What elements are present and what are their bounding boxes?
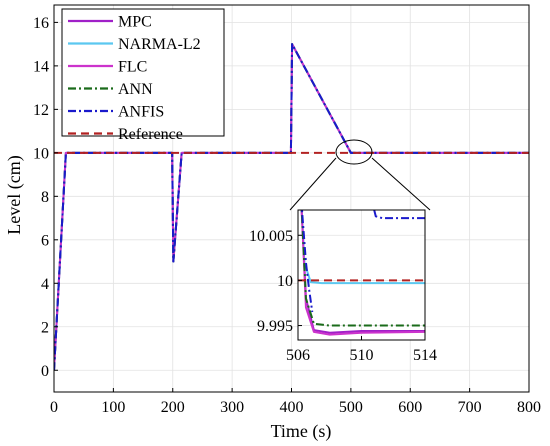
main-series-flc-2 bbox=[54, 43, 529, 371]
inset-tick-label-y-10: 10 bbox=[277, 273, 293, 290]
inset-series-anfis-4 bbox=[300, 210, 314, 313]
legend-label-flc: FLC bbox=[118, 59, 147, 76]
main-tick-label-y-8: 8 bbox=[41, 189, 49, 206]
main-tick-label-y-16: 16 bbox=[33, 15, 49, 32]
zoom-region-ellipse bbox=[335, 139, 373, 165]
y-axis-label: Level (cm) bbox=[4, 155, 25, 234]
main-tick-label-y-12: 12 bbox=[33, 102, 49, 119]
inset-series-ann-3 bbox=[300, 210, 425, 327]
inset-plot: 506 510 514 9.995 10 10.005 bbox=[249, 209, 437, 364]
inset-tick-label-y-9-995: 9.995 bbox=[257, 318, 293, 335]
legend-box bbox=[61, 8, 225, 137]
main-tick-label-y-2: 2 bbox=[41, 319, 49, 336]
main-tick-label-x-300: 300 bbox=[220, 399, 244, 416]
main-tick-label-x-400: 400 bbox=[280, 399, 304, 416]
main-tick-label-x-100: 100 bbox=[101, 399, 125, 416]
legend: MPC NARMA-L2 FLC ANN ANFIS Reference bbox=[61, 8, 225, 143]
inset-series-group bbox=[298, 210, 425, 336]
inset-tick-label-x-510: 510 bbox=[350, 347, 374, 364]
main-tick-label-y-10: 10 bbox=[33, 145, 49, 162]
main-tick-label-y-0: 0 bbox=[41, 363, 49, 380]
inset-series-anfis-5 bbox=[373, 210, 425, 220]
main-tick-label-x-0: 0 bbox=[50, 399, 58, 416]
main-tick-label-x-800: 800 bbox=[517, 399, 541, 416]
main-tick-label-x-500: 500 bbox=[339, 399, 363, 416]
legend-label-reference: Reference bbox=[118, 126, 183, 143]
legend-label-ann: ANN bbox=[118, 81, 153, 98]
main-tick-label-y-14: 14 bbox=[33, 58, 49, 75]
main-tick-label-x-600: 600 bbox=[398, 399, 422, 416]
main-tick-label-y-4: 4 bbox=[41, 276, 49, 293]
main-series-group bbox=[54, 43, 529, 371]
legend-label-narma-l2: NARMA-L2 bbox=[118, 36, 201, 53]
main-tick-label-x-200: 200 bbox=[161, 399, 185, 416]
inset-tick-label-x-514: 514 bbox=[413, 347, 437, 364]
inset-tick-label-x-506: 506 bbox=[286, 347, 310, 364]
zoom-connector-line-left bbox=[289, 157, 337, 211]
x-axis-label: Time (s) bbox=[271, 421, 332, 442]
legend-label-anfis: ANFIS bbox=[118, 104, 164, 121]
inset-tick-label-y-10-005: 10.005 bbox=[249, 228, 293, 245]
main-tick-label-y-6: 6 bbox=[41, 232, 49, 249]
legend-label-mpc: MPC bbox=[118, 14, 152, 31]
zoom-connector-line-right bbox=[371, 157, 431, 211]
inset-series-flc-2 bbox=[300, 210, 425, 336]
main-tick-label-x-700: 700 bbox=[458, 399, 482, 416]
zoom-connector bbox=[289, 139, 431, 211]
